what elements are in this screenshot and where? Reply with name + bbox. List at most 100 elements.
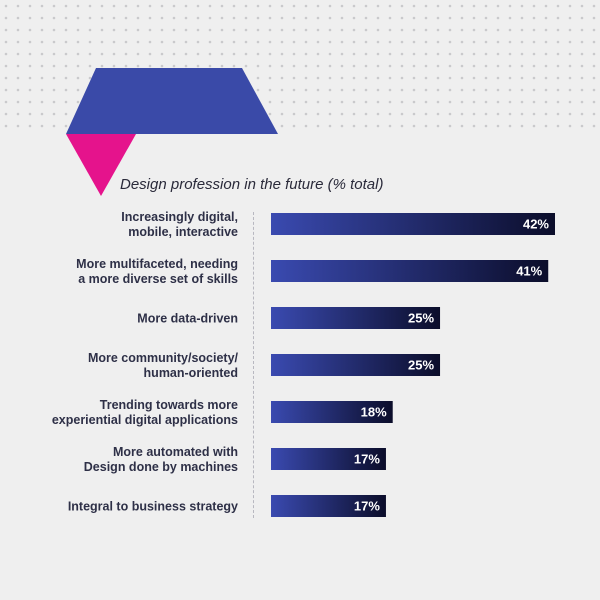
- background-dot: [460, 124, 464, 128]
- background-dot: [496, 40, 500, 44]
- background-dot: [148, 64, 152, 68]
- background-dot: [568, 40, 572, 44]
- background-dot: [472, 76, 476, 80]
- bar-value-label: 42%: [523, 217, 549, 232]
- background-dot: [76, 40, 80, 44]
- background-dot: [52, 124, 56, 128]
- background-dot: [520, 28, 524, 32]
- background-dot: [208, 16, 212, 20]
- background-dot: [484, 124, 488, 128]
- background-dot: [256, 52, 260, 56]
- background-dot: [484, 52, 488, 56]
- background-dot: [76, 28, 80, 32]
- background-dot: [316, 4, 320, 8]
- background-dot: [556, 124, 560, 128]
- background-dot: [448, 64, 452, 68]
- background-dot: [220, 40, 224, 44]
- background-dot: [256, 40, 260, 44]
- background-dot: [544, 52, 548, 56]
- background-dot: [208, 40, 212, 44]
- background-dot: [340, 64, 344, 68]
- background-dot: [292, 124, 296, 128]
- background-dot: [448, 4, 452, 8]
- background-dot: [412, 16, 416, 20]
- background-dot: [256, 64, 260, 68]
- background-dot: [388, 52, 392, 56]
- background-dot: [76, 4, 80, 8]
- background-dot: [448, 112, 452, 116]
- background-dot: [244, 4, 248, 8]
- background-dot: [580, 112, 584, 116]
- background-dot: [508, 76, 512, 80]
- background-dot: [4, 16, 8, 20]
- background-dot: [328, 16, 332, 20]
- background-dot: [412, 52, 416, 56]
- background-dot: [280, 124, 284, 128]
- background-dot: [208, 28, 212, 32]
- background-dot: [76, 88, 80, 92]
- background-dot: [400, 88, 404, 92]
- background-dot: [484, 16, 488, 20]
- background-dot: [232, 40, 236, 44]
- background-dot: [436, 112, 440, 116]
- background-dot: [64, 64, 68, 68]
- background-dot: [112, 16, 116, 20]
- background-dot: [100, 40, 104, 44]
- background-dot: [472, 112, 476, 116]
- background-dot: [244, 40, 248, 44]
- background-dot: [544, 40, 548, 44]
- background-dot: [424, 88, 428, 92]
- bar-chart: 42% Increasingly digital, mobile, interact…: [52, 210, 555, 517]
- background-dot: [388, 64, 392, 68]
- background-dot: [64, 28, 68, 32]
- background-dot: [580, 40, 584, 44]
- background-dot: [328, 112, 332, 116]
- background-dot: [484, 28, 488, 32]
- background-dot: [40, 76, 44, 80]
- background-dot: [460, 100, 464, 104]
- category-label: More automated with Design done by machin…: [84, 445, 238, 474]
- background-dot: [64, 76, 68, 80]
- background-dot: [424, 40, 428, 44]
- background-dot: [220, 64, 224, 68]
- background-dot: [316, 16, 320, 20]
- category-label: More community/society/human-oriented: [88, 351, 239, 380]
- background-dot: [532, 28, 536, 32]
- background-dot: [400, 76, 404, 80]
- background-dot: [592, 88, 596, 92]
- background-dot: [244, 52, 248, 56]
- background-dot: [232, 4, 236, 8]
- background-dot: [520, 64, 524, 68]
- background-dot: [340, 76, 344, 80]
- background-dot: [544, 16, 548, 20]
- background-dot: [532, 40, 536, 44]
- category-label: Integral to business strategy: [68, 500, 238, 514]
- background-dot: [256, 28, 260, 32]
- background-dot: [16, 64, 20, 68]
- background-dot: [460, 88, 464, 92]
- background-dot: [52, 28, 56, 32]
- background-dot: [484, 100, 488, 104]
- background-dot: [76, 64, 80, 68]
- background-dot: [28, 124, 32, 128]
- background-dot: [472, 64, 476, 68]
- background-dot: [64, 88, 68, 92]
- background-dot: [484, 4, 488, 8]
- background-dot: [220, 52, 224, 56]
- background-dot: [376, 124, 380, 128]
- background-dot: [76, 100, 80, 104]
- background-dot: [172, 4, 176, 8]
- background-dot: [292, 100, 296, 104]
- background-dot: [376, 100, 380, 104]
- bar-value-label: 17%: [354, 499, 380, 514]
- background-dot: [316, 124, 320, 128]
- background-dot: [592, 76, 596, 80]
- background-dot: [520, 76, 524, 80]
- background-dot: [400, 112, 404, 116]
- background-dot: [40, 28, 44, 32]
- background-dot: [280, 76, 284, 80]
- background-dot: [4, 28, 8, 32]
- background-dot: [592, 112, 596, 116]
- background-dot: [136, 40, 140, 44]
- background-dot: [532, 112, 536, 116]
